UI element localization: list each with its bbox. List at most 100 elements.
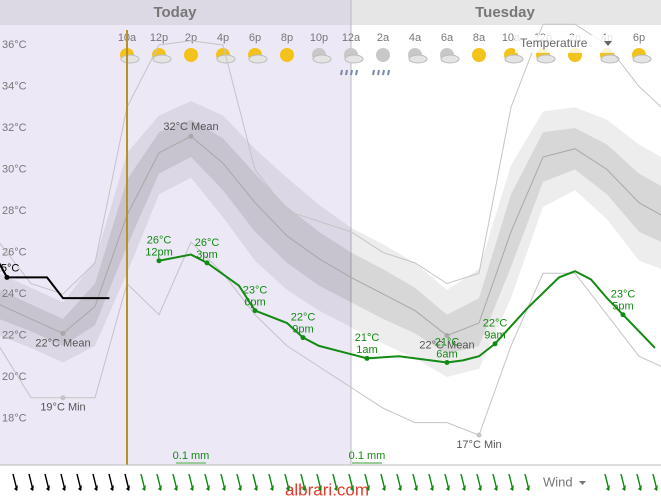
- wind-arrow-head: [158, 485, 162, 491]
- data-label: 22°C: [483, 318, 508, 330]
- data-point: [156, 258, 162, 264]
- x-tick-label: 6p: [249, 32, 261, 44]
- wind-arrow-head: [334, 485, 338, 491]
- day-label: Tuesday: [475, 4, 535, 21]
- day-label: Today: [153, 4, 197, 21]
- weather-icon-cloud: [408, 54, 428, 64]
- weather-icon-cloud: [120, 54, 140, 64]
- wind-dropdown[interactable]: Wind: [543, 474, 573, 489]
- time-label: 9pm: [292, 323, 313, 335]
- time-label: 3pm: [196, 249, 217, 261]
- data-label: 22°C Mean: [419, 339, 474, 351]
- x-tick-label: 10p: [310, 32, 328, 44]
- wind-arrow-head: [110, 485, 114, 491]
- weather-icon-cloud: [344, 54, 364, 64]
- x-tick-label: 4p: [217, 32, 229, 44]
- time-label: 1am: [356, 344, 377, 356]
- wind-arrow-head: [46, 485, 50, 491]
- wind-arrow-head: [286, 485, 290, 491]
- dropdown-caret[interactable]: [604, 41, 612, 46]
- data-point: [60, 395, 66, 401]
- temperature-line: [0, 23, 661, 295]
- wind-arrow-head: [366, 485, 370, 491]
- watermark: albrari.com: [285, 480, 369, 499]
- wind-arrow-head: [318, 485, 322, 491]
- data-point: [300, 335, 306, 341]
- wind-arrow-head: [78, 485, 82, 491]
- precip-label: 0.1 mm: [173, 450, 210, 462]
- wind-arrow-head: [30, 485, 34, 491]
- y-tick-label: 36°C: [2, 39, 27, 51]
- rain-drop: [355, 69, 358, 76]
- data-point: [476, 432, 482, 438]
- x-tick-label: 8a: [473, 32, 486, 44]
- rain-drop: [372, 69, 375, 76]
- weather-icon-cloud: [248, 54, 268, 64]
- data-point: [204, 260, 210, 266]
- y-tick-label: 34°C: [2, 80, 27, 92]
- x-tick-label: 4a: [409, 32, 422, 44]
- data-label: 23°C: [611, 289, 636, 301]
- metric-dropdown[interactable]: Temperature: [520, 36, 588, 50]
- temperature-line: [0, 262, 110, 300]
- weather-icon-cloud: [600, 54, 620, 64]
- y-tick-label: 32°C: [2, 122, 27, 134]
- y-tick-label: 20°C: [2, 371, 27, 383]
- wind-arrow-head: [350, 485, 354, 491]
- data-point: [60, 330, 66, 336]
- data-label: 21°C: [355, 332, 380, 344]
- data-label: 26°C: [195, 237, 220, 249]
- x-tick-label: 8p: [281, 32, 293, 44]
- y-tick-label: 26°C: [2, 246, 27, 258]
- temperature-line: [0, 135, 661, 337]
- time-label: 9am: [484, 330, 505, 342]
- time-label: 5pm: [612, 301, 633, 313]
- data-label: 17°C Min: [456, 439, 501, 451]
- rain-drop: [387, 69, 390, 76]
- time-label: 12pm: [145, 247, 173, 259]
- data-point: [364, 355, 370, 361]
- wind-arrow-head: [526, 485, 530, 491]
- data-label: 23°C: [243, 284, 268, 296]
- wind-arrow-head: [398, 485, 402, 491]
- data-label: 21°C: [435, 336, 460, 348]
- y-tick-label: 30°C: [2, 163, 27, 175]
- rain-drop: [340, 69, 343, 76]
- wind-arrow-head: [142, 485, 146, 491]
- wind-arrow-head: [206, 485, 210, 491]
- wind-arrow-head: [462, 485, 466, 491]
- data-label: 22°C: [291, 311, 316, 323]
- wind-arrow-head: [94, 485, 98, 491]
- weather-icon-cloud: [536, 54, 556, 64]
- data-point: [444, 332, 450, 338]
- weather-icon-cloud: [632, 54, 652, 64]
- x-tick-label: 6a: [441, 32, 454, 44]
- data-point: [444, 359, 450, 365]
- rain-drop: [382, 69, 385, 76]
- wind-arrow-head: [638, 485, 642, 491]
- data-label: 32°C Mean: [163, 121, 218, 133]
- weather-icon-cloud: [440, 54, 460, 64]
- x-tick-label: 6p: [633, 32, 645, 44]
- dropdown-bg[interactable]: [515, 35, 615, 53]
- today-header: [0, 0, 351, 25]
- data-label: 22°C Mean: [35, 337, 90, 349]
- data-point: [252, 308, 258, 314]
- y-tick-label: 22°C: [2, 329, 27, 341]
- x-tick-label: 12a: [342, 32, 361, 44]
- wind-arrow-head: [654, 485, 658, 491]
- temperature-line: [158, 253, 656, 364]
- wind-arrow-head: [478, 485, 482, 491]
- wind-arrow-head: [302, 485, 306, 491]
- weather-icon: [472, 48, 486, 62]
- wind-arrow-head: [606, 485, 610, 491]
- weather-icon-cloud: [312, 54, 332, 64]
- dropdown-caret[interactable]: [579, 481, 586, 485]
- wind-arrow-head: [494, 485, 498, 491]
- today-region: [0, 0, 351, 465]
- data-label: 19°C Min: [40, 402, 85, 414]
- data-label: 25°C: [0, 262, 19, 274]
- x-tick-label: 12p: [150, 32, 168, 44]
- spread-band: [0, 119, 661, 355]
